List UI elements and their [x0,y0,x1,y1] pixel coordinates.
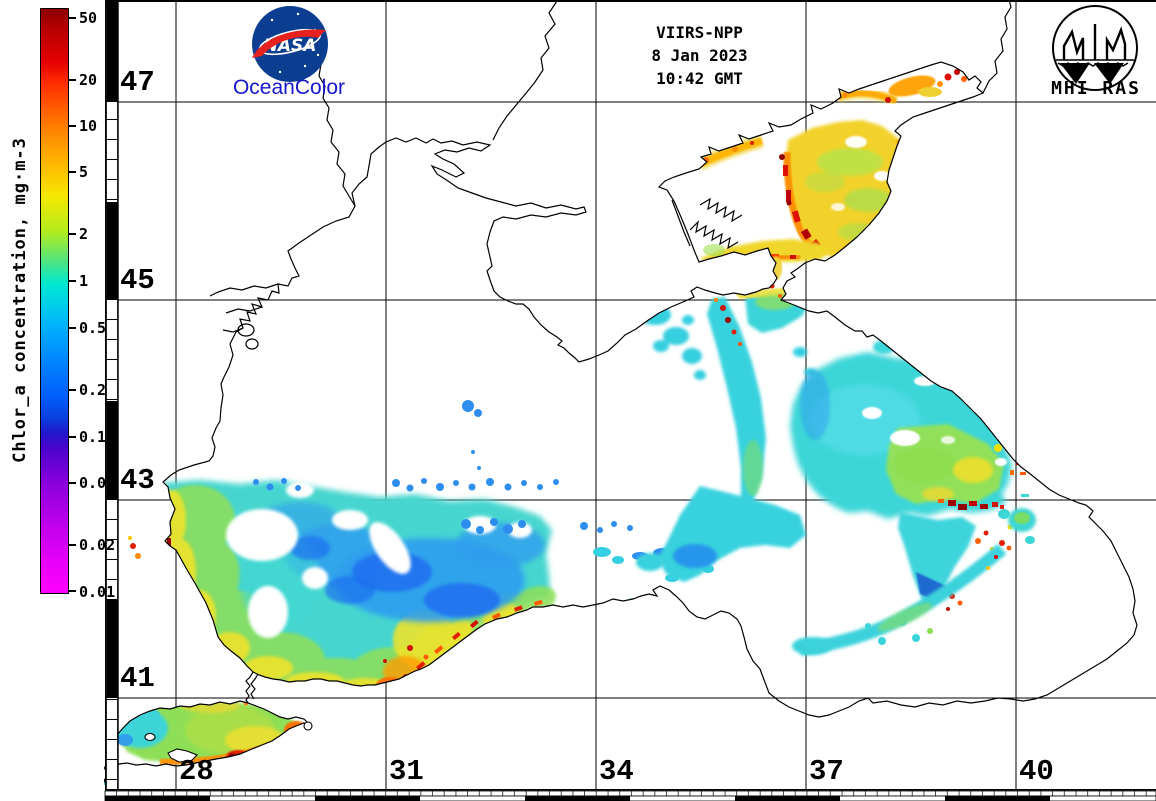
sivash-lagoon [671,197,743,250]
mhi-ras-logo [1052,5,1138,91]
bosphorus-strait [245,671,259,704]
colorbar-title: Chlor_a concentration, mg·m-3 [10,137,30,463]
lon-label-34: 34 [599,755,634,788]
coastline-layer [94,0,1138,801]
colorbar-tick [69,233,76,235]
colorbar-tick [69,544,76,546]
colorbar-tick-label: 0.02 [79,536,116,554]
colorbar-tick-label: 20 [79,71,98,89]
colorbar-tick-label: 0.2 [79,381,107,399]
colorbar-tick [69,125,76,127]
lat-label-47: 47 [120,66,155,99]
colorbar-gradient [40,8,69,594]
oceancolor-label: OceanColor [232,76,346,99]
colorbar-tick-label: 0.05 [79,474,116,492]
colorbar-tick-label: 0.1 [79,428,107,446]
colorbar-tick [69,389,76,391]
colorbar-tick-label: 0.5 [79,319,107,337]
acquisition-time: 10:42 GMT [656,69,743,88]
acquisition-header: VIIRS-NPP 8 Jan 2023 10:42 GMT [627,21,772,90]
colorbar-tick [69,17,76,19]
colorbar-tick [69,482,76,484]
acquisition-date: 8 Jan 2023 [651,46,748,65]
colorbar-tick-label: 5 [79,163,89,181]
danube-river-arms [209,283,279,333]
colorbar-tick [69,171,76,173]
colorbar-tick [69,327,76,329]
colorbar-tick [69,590,76,592]
lat-label-41: 41 [120,662,155,695]
colorbar-tick [69,79,76,81]
lon-label-31: 31 [389,755,424,788]
nasa-logo: NASA [252,6,328,82]
colorbar-tick-label: 10 [79,117,98,135]
black-sea-coastline [162,61,1138,718]
colorbar-panel: Chlor_a concentration, mg·m-3 50 20 10 5… [0,0,116,801]
lon-label-40: 40 [1019,755,1054,788]
nasa-logo-swoosh [252,29,326,58]
lat-label-45: 45 [120,264,155,297]
colorbar-tick-label: 50 [79,9,98,27]
colorbar-tick-label: 0.01 [79,583,116,601]
colorbar-tick-label: 1 [79,272,89,290]
marmara-islands [144,721,313,763]
sensor-name: VIIRS-NPP [656,23,743,42]
lon-label-28: 28 [179,755,214,788]
dniester-river [318,63,356,207]
lat-label-43: 43 [120,464,155,497]
marmara-coastline [98,700,311,782]
map-frame [104,0,1156,801]
sinoe-lagoon [245,338,259,350]
dnieper-river [492,0,558,141]
mhi-ras-label: MHI RAS [1051,78,1141,99]
don-river [982,0,1012,94]
colorbar-tick-label: 2 [79,225,89,243]
colorbar-tick [69,436,76,438]
lon-label-37: 37 [809,755,844,788]
razelm-lagoon [237,323,255,337]
colorbar-tick [69,280,76,282]
